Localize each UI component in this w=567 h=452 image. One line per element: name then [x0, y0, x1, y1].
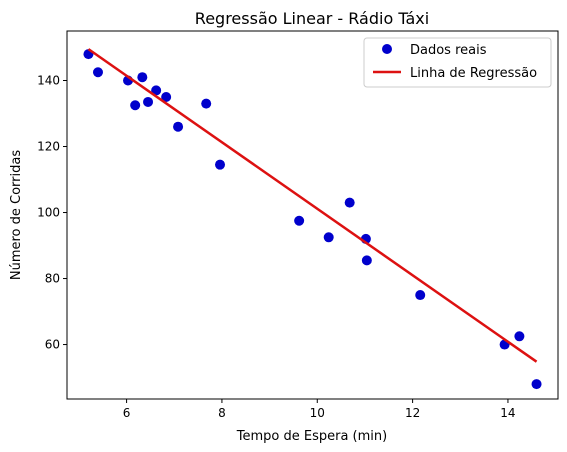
plot-area: [83, 48, 542, 390]
legend-label-dados-reais: Dados reais: [410, 43, 487, 58]
legend: Dados reais Linha de Regressão: [363, 37, 552, 88]
y-tick-label: 120: [37, 140, 60, 154]
plot-frame: [66, 30, 559, 400]
x-tick-label: 10: [310, 406, 325, 420]
data-point-11: [215, 159, 226, 170]
data-point-8: [161, 92, 172, 103]
data-point-6: [143, 96, 154, 107]
y-tick-label: 80: [45, 272, 60, 286]
data-point-16: [361, 255, 372, 266]
y-axis-ticks: 60 80 100 120 140: [37, 74, 67, 352]
data-point-13: [323, 232, 334, 243]
x-tick-label: 8: [218, 406, 226, 420]
y-tick-label: 100: [37, 206, 60, 220]
data-point-14: [344, 197, 355, 208]
data-point-10: [201, 98, 212, 109]
data-point-7: [151, 85, 162, 96]
y-axis-label: Número de Corridas: [9, 150, 24, 280]
data-point-19: [514, 331, 525, 342]
y-tick-label: 140: [37, 74, 60, 88]
legend-marker-dados-reais: [382, 44, 392, 54]
legend-frame: [363, 37, 552, 88]
regression-line: [87, 48, 538, 363]
x-tick-label: 12: [405, 406, 420, 420]
data-point-2: [92, 67, 103, 78]
data-point-20: [531, 379, 542, 390]
data-point-5: [137, 72, 148, 83]
x-tick-label: 6: [123, 406, 131, 420]
x-axis-ticks: 6 8 10 12 14: [123, 399, 516, 420]
data-point-9: [173, 121, 184, 132]
data-point-4: [130, 100, 141, 111]
chart-title: Regressão Linear - Rádio Táxi: [195, 9, 429, 28]
data-point-17: [415, 290, 426, 301]
legend-label-linha-regressao: Linha de Regressão: [410, 66, 537, 81]
x-axis-label: Tempo de Espera (min): [236, 429, 387, 444]
y-tick-label: 60: [45, 338, 60, 352]
data-point-12: [294, 215, 305, 226]
x-tick-label: 14: [500, 406, 515, 420]
